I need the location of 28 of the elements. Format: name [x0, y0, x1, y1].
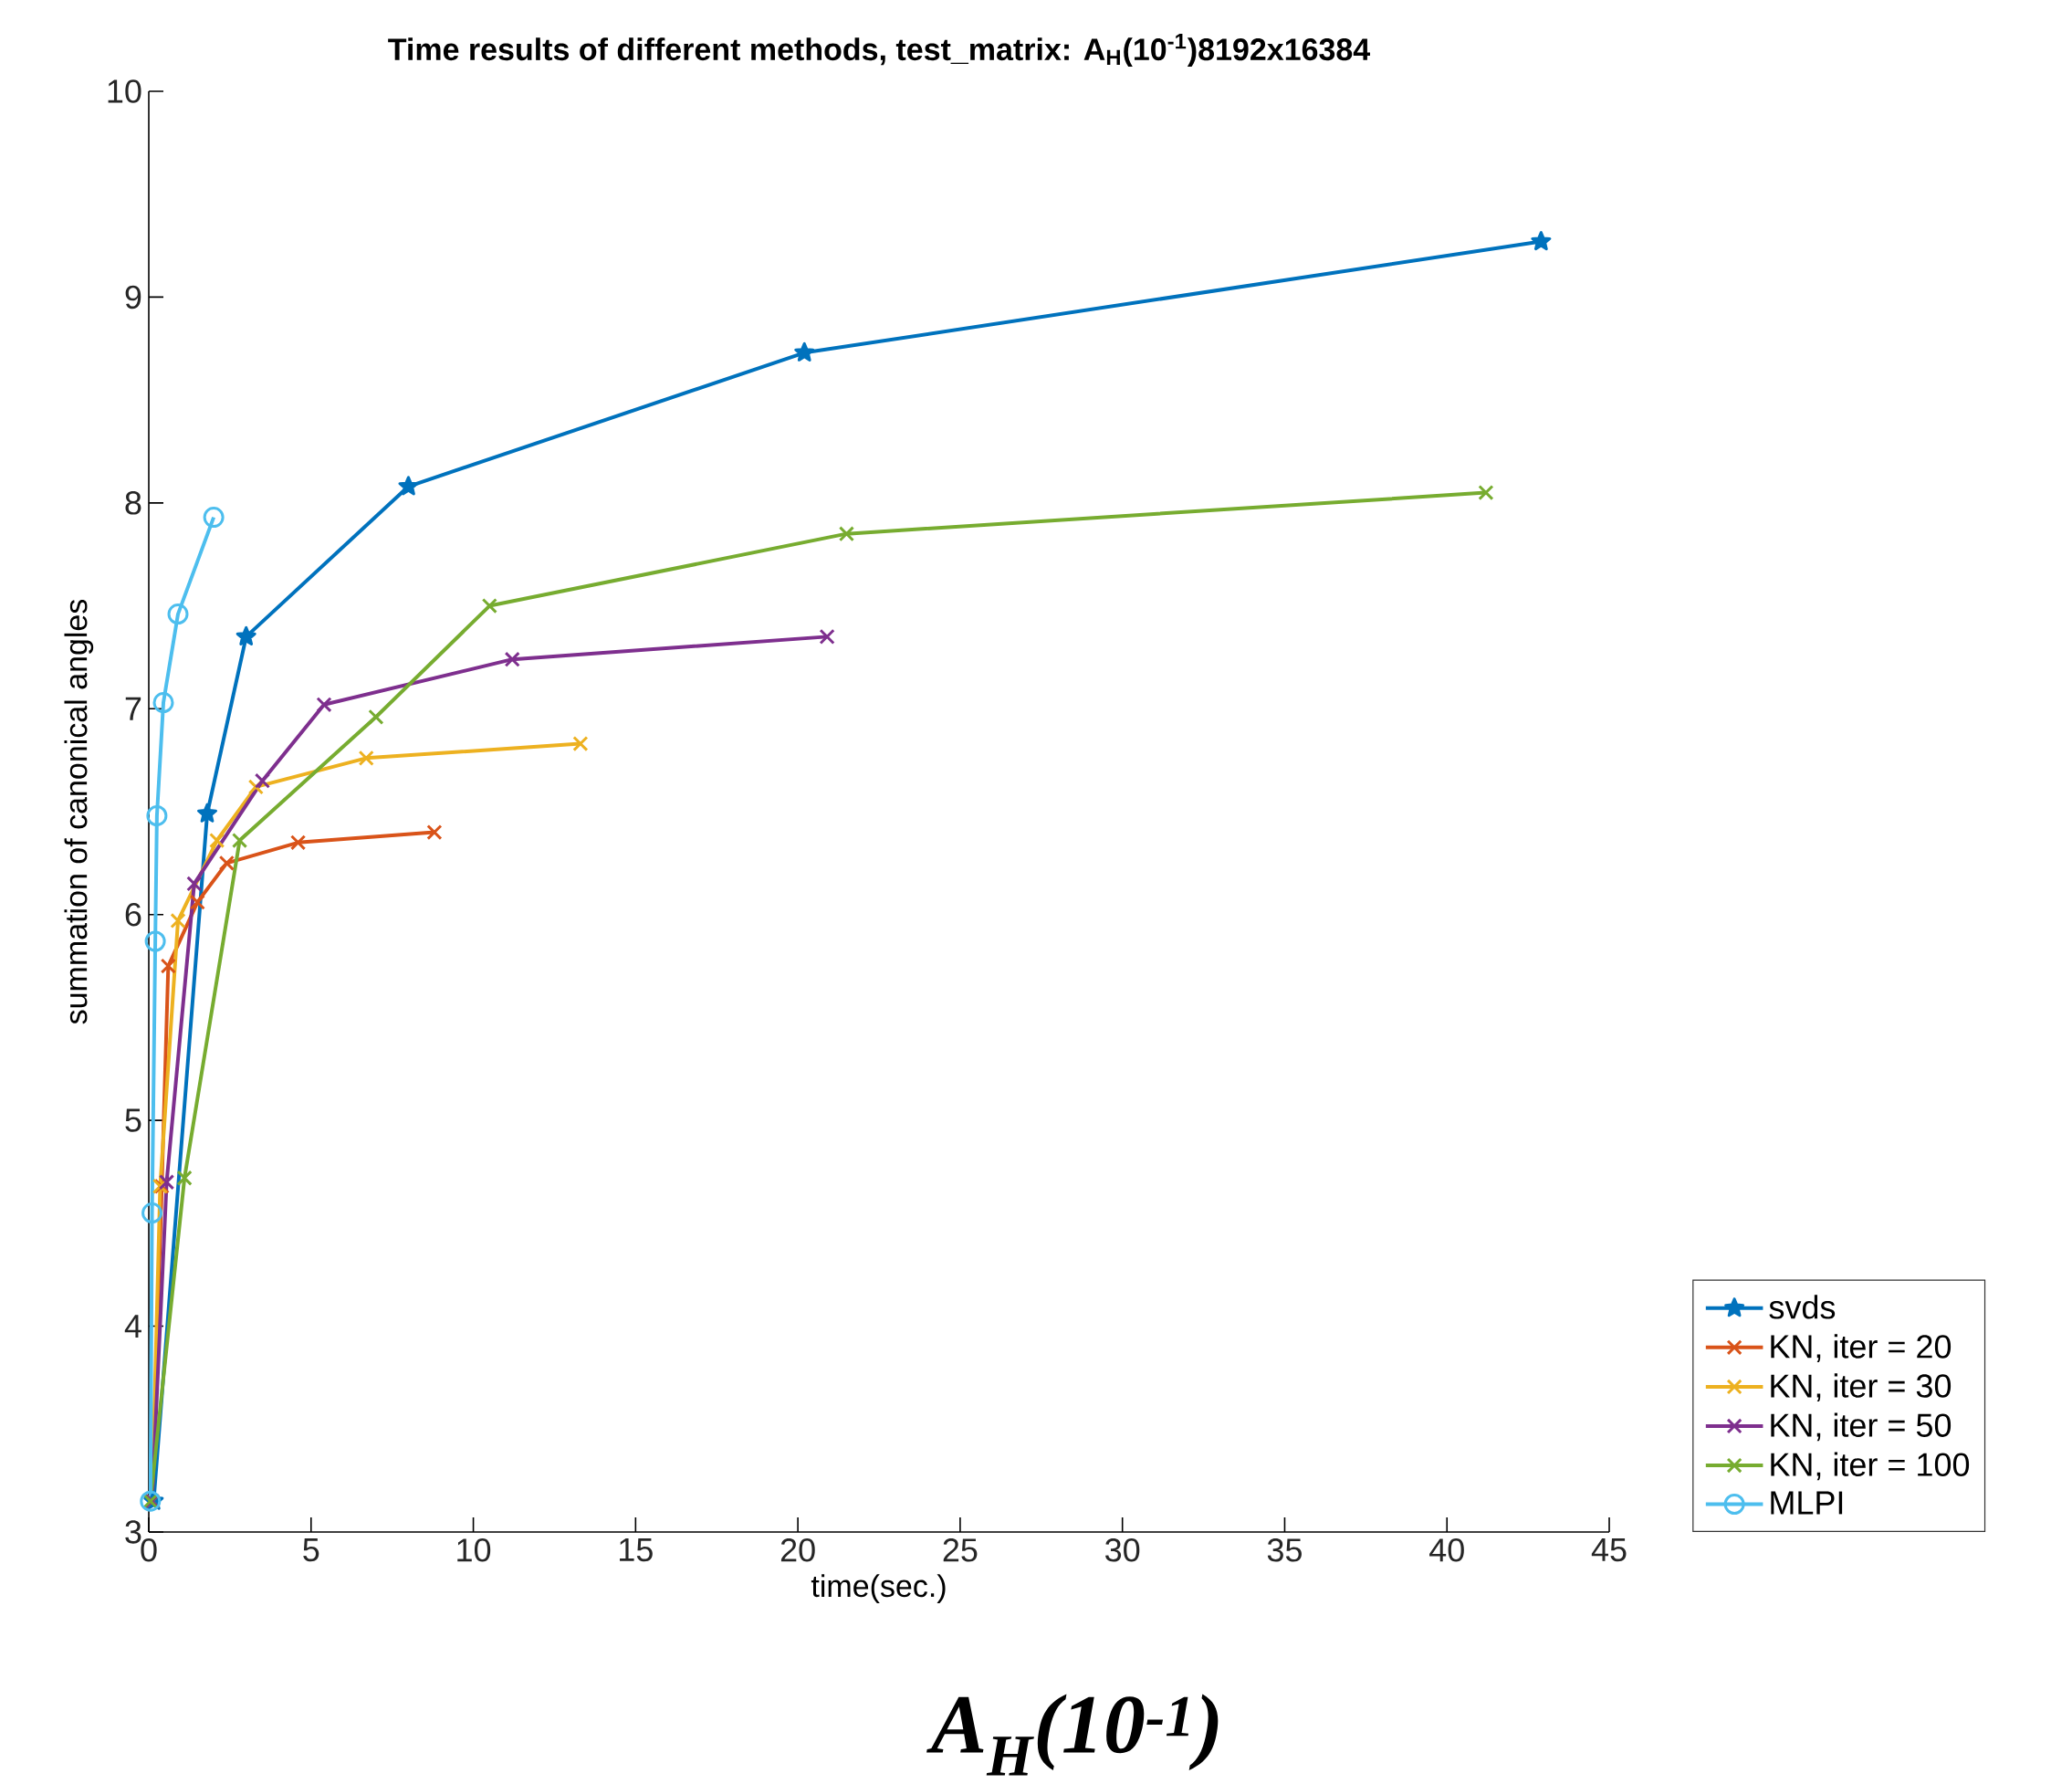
x-tick-label: 0	[141, 1538, 157, 1562]
y-tick-label: 6	[125, 902, 141, 927]
y-tick-label: 4	[124, 1315, 141, 1338]
legend-label: KN, iter = 20	[1771, 1334, 1952, 1362]
x-tick-label: 45	[1591, 1538, 1627, 1562]
x-tick-label: 30	[1105, 1538, 1140, 1562]
y-tick-label: 7	[125, 697, 141, 720]
x-tick-label: 25	[943, 1538, 978, 1562]
x-axis-title: time(sec.)	[811, 1574, 946, 1603]
legend-label: KN, iter = 50	[1771, 1412, 1952, 1442]
y-tick-label: 10	[108, 79, 141, 103]
y-tick-label: 5	[125, 1108, 141, 1132]
legend-label: KN, iter = 30	[1771, 1373, 1952, 1402]
legend-label: MLPI	[1771, 1491, 1843, 1515]
x-tick-label: 20	[780, 1538, 815, 1562]
y-tick-label: 8	[125, 491, 141, 515]
y-tick-label: 9	[125, 285, 141, 310]
text: A$_{H}$(10$^{-1}$)	[926, 1694, 1219, 1776]
y-axis-title: summation of canonical angles	[64, 599, 94, 1024]
y-tick-label: 3	[125, 1520, 141, 1544]
x-tick-label: 15	[620, 1538, 653, 1562]
x-tick-label: 35	[1267, 1538, 1302, 1562]
x-tick-label: 10	[457, 1538, 491, 1562]
x-tick-label: 40	[1429, 1538, 1464, 1562]
legend-label: KN, iter = 100	[1771, 1452, 1970, 1481]
legend-label: svds	[1769, 1295, 1836, 1319]
chart-title: Time results of different methods, test_matrix: A$_{H}$(10$^{-1}$)8192x16384	[388, 33, 1371, 67]
x-tick-label: 5	[303, 1538, 319, 1562]
